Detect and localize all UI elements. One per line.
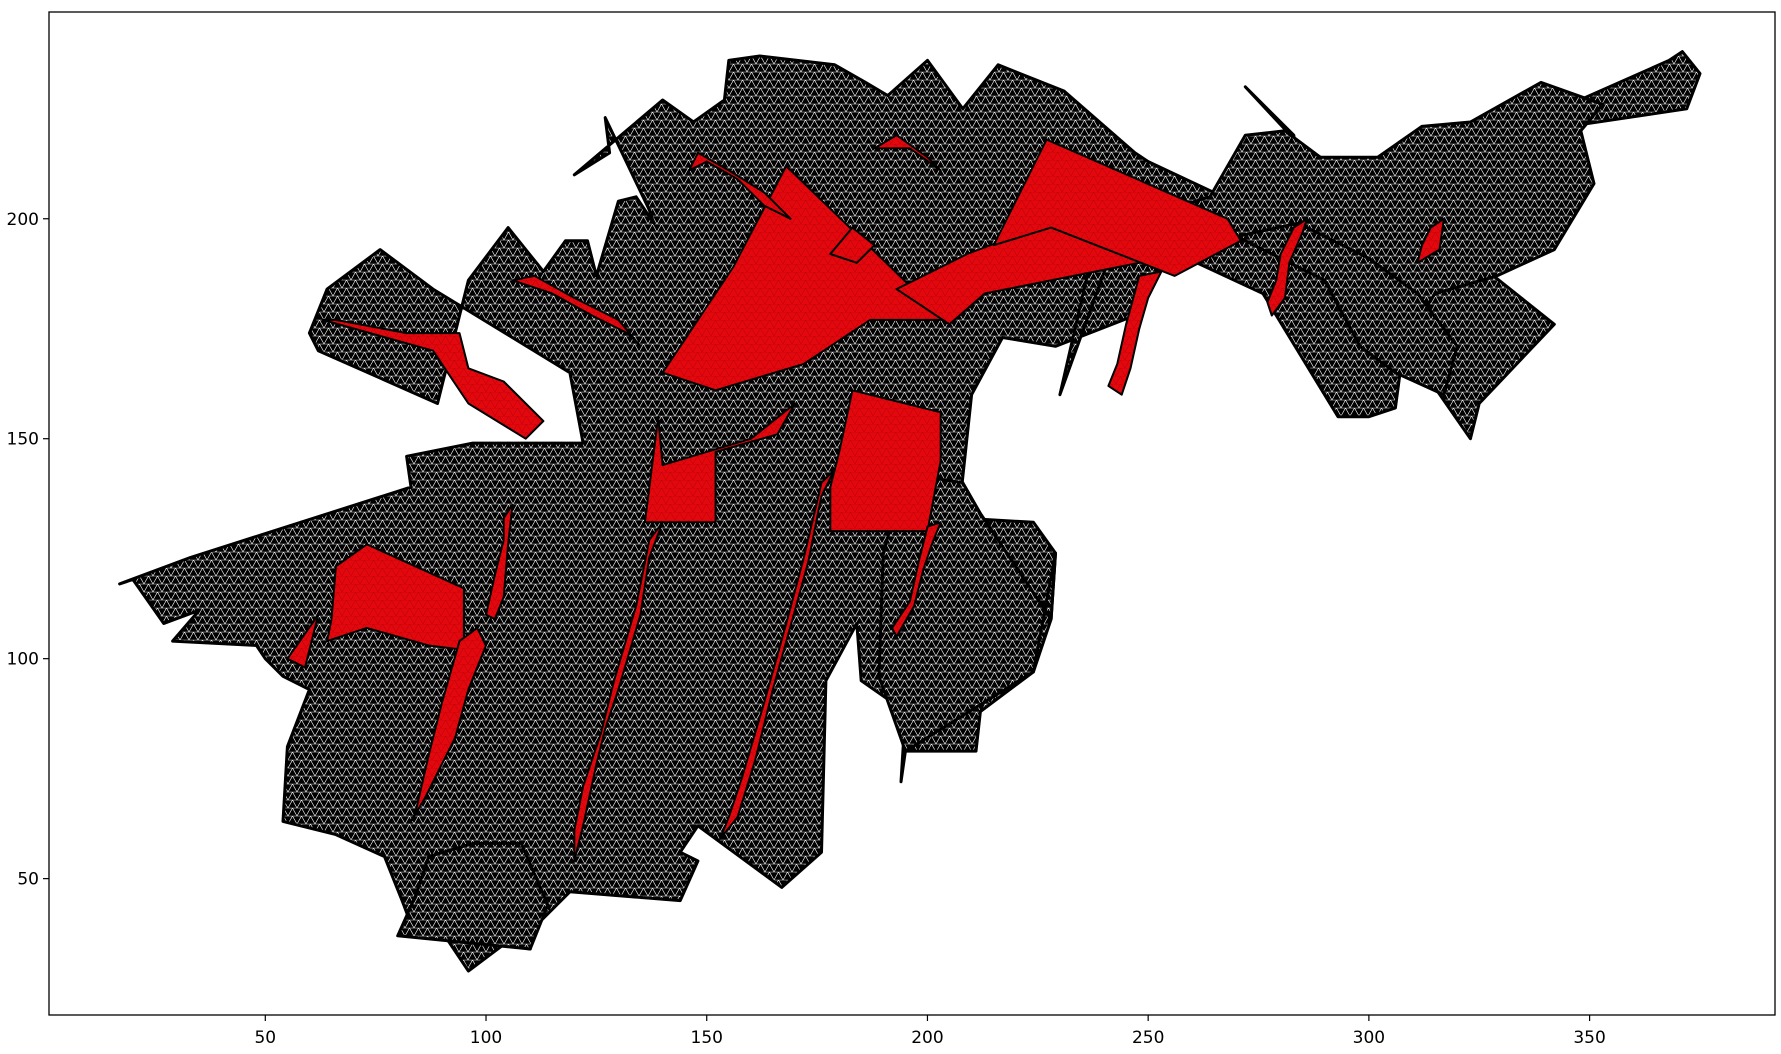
mesh-region bbox=[396, 841, 550, 951]
highlight-region bbox=[485, 503, 514, 621]
highlight-region bbox=[719, 468, 836, 840]
highlight-region bbox=[321, 318, 545, 440]
x-tick-label: 250 bbox=[1132, 1028, 1164, 1048]
highlight-region bbox=[688, 151, 792, 220]
highlight-region bbox=[410, 626, 487, 823]
highlight-region bbox=[643, 402, 796, 524]
highlight-region bbox=[829, 389, 942, 533]
highlight-layer bbox=[286, 134, 1445, 862]
highlight-region bbox=[511, 274, 642, 348]
y-tick-label: 50 bbox=[17, 870, 39, 890]
highlight-region bbox=[1107, 270, 1163, 396]
axes-frame bbox=[48, 11, 1776, 1016]
x-tick-label: 100 bbox=[470, 1028, 502, 1048]
highlight-region bbox=[873, 134, 942, 172]
x-tick-label: 150 bbox=[691, 1028, 723, 1048]
highlight-region bbox=[661, 165, 947, 392]
highlight-region bbox=[1266, 217, 1309, 317]
x-tick-label: 300 bbox=[1353, 1028, 1385, 1048]
x-tick-label: 350 bbox=[1573, 1028, 1605, 1048]
x-tick-label: 50 bbox=[254, 1028, 276, 1048]
highlight-region bbox=[829, 226, 876, 264]
y-axis: 50 100 150 200 bbox=[7, 210, 49, 890]
highlight-region bbox=[286, 613, 320, 669]
highlight-region bbox=[992, 138, 1242, 277]
highlight-region bbox=[573, 521, 664, 862]
y-tick-label: 200 bbox=[7, 210, 39, 230]
x-tick-label: 200 bbox=[911, 1028, 943, 1048]
highlight-region bbox=[326, 543, 465, 651]
y-tick-label: 150 bbox=[7, 430, 39, 450]
mesh-region bbox=[1235, 221, 1459, 397]
y-tick-label: 100 bbox=[7, 650, 39, 670]
x-axis: 50 100 150 200 250 300 350 bbox=[254, 1015, 1606, 1048]
highlight-region bbox=[891, 521, 942, 638]
highlight-region bbox=[1416, 217, 1445, 264]
